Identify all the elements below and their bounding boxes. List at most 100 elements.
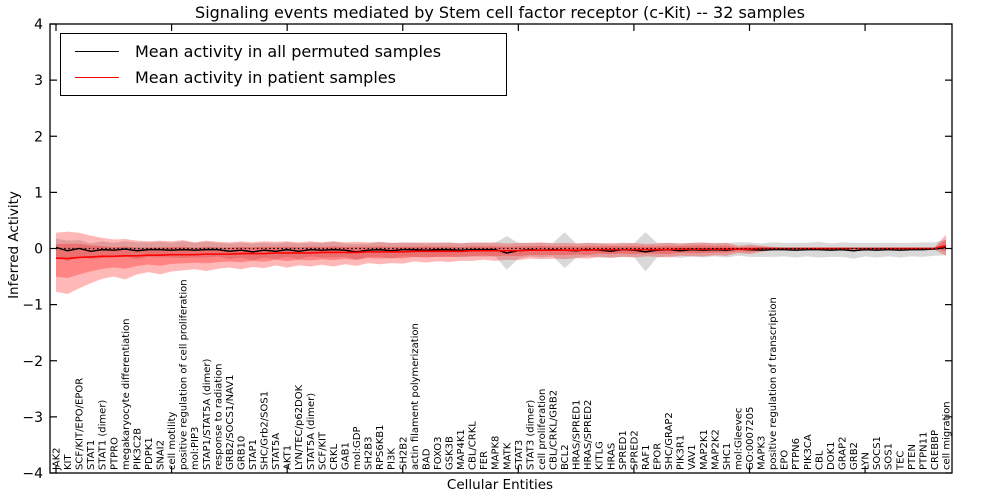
x-category-label: EPO	[780, 450, 791, 470]
x-category-label: SHC/GRAP2	[664, 412, 675, 470]
x-category-label: GO:0007205	[745, 407, 756, 470]
x-category-label: GRAP2	[837, 436, 848, 470]
x-category-label: STAT3 (dimer)	[525, 400, 536, 470]
x-category-label: positive regulation of cell proliferatio…	[179, 279, 190, 470]
x-category-label: FER	[479, 451, 490, 470]
x-category-label: GAB1	[340, 442, 351, 470]
y-tick-label: −2	[22, 354, 43, 370]
x-category-label: VAV1	[687, 444, 698, 470]
x-category-label: cell motility	[167, 412, 178, 470]
patient-line-swatch	[75, 77, 119, 79]
x-category-label: SHC/Grb2/SOS1	[260, 391, 271, 470]
x-category-label: LYN	[861, 452, 872, 470]
x-category-label: mol:PIP3	[190, 427, 201, 470]
legend-label: Mean activity in patient samples	[135, 68, 396, 88]
y-tick-label: 2	[34, 129, 43, 145]
x-category-label: CBL/CRKL	[468, 421, 479, 470]
x-category-label: GRB2/SOCS1/NAV1	[225, 375, 236, 470]
x-category-label: JAK2	[52, 447, 63, 471]
x-category-label: megakaryocyte differentiation	[121, 319, 132, 470]
x-category-label: MATK	[502, 442, 513, 470]
permuted-line-swatch	[75, 50, 119, 52]
x-category-label: SH2B3	[364, 437, 375, 470]
x-category-label: AKT1	[283, 445, 294, 470]
x-category-label: positive regulation of transcription	[768, 297, 779, 470]
x-category-label: PTPN6	[791, 438, 802, 470]
y-tick-label: −3	[22, 410, 43, 426]
x-category-label: DOK1	[826, 442, 837, 471]
y-tick-label: −4	[22, 466, 43, 482]
patient-mean-line	[55, 244, 947, 260]
x-category-label: PDPK1	[144, 437, 155, 470]
x-axis-label: Cellular Entities	[446, 477, 554, 493]
y-tick-label: 3	[34, 73, 43, 89]
x-category-label: SOCS1	[872, 436, 883, 470]
x-category-label: MAP2K2	[710, 429, 721, 470]
x-category-label: PIK3CA	[803, 434, 814, 470]
x-category-label: PTEN	[907, 444, 918, 470]
legend-item-patient: Mean activity in patient samples	[75, 68, 506, 87]
x-category-label: CRKL	[329, 444, 340, 470]
y-tick-label: 4	[34, 17, 43, 33]
y-axis-label: Inferred Activity	[6, 191, 22, 299]
x-category-label: STAP1	[248, 439, 259, 470]
x-category-label: PTPN11	[918, 432, 929, 470]
x-category-label: STAT5A (dimer)	[306, 393, 317, 470]
x-category-label: response to radiation	[213, 364, 224, 470]
x-category-label: GRB2	[849, 442, 860, 470]
x-category-label: PTPRO	[109, 437, 120, 470]
x-category-label: STAT3	[514, 440, 525, 470]
patient-outer-band-area	[56, 231, 946, 294]
x-category-label: BCL2	[560, 444, 571, 470]
y-tick-label: 1	[34, 185, 43, 201]
x-category-label: RPS6KB1	[375, 425, 386, 470]
x-category-label: MAP4K1	[456, 429, 467, 470]
x-category-label: GSK3B	[444, 436, 455, 470]
x-category-label: RAF1	[641, 445, 652, 471]
legend: Mean activity in all permuted samples Me…	[60, 33, 507, 96]
x-category-label: SH2B2	[398, 437, 409, 470]
x-category-label: KIT	[63, 453, 74, 470]
x-category-label: SCF/KIT	[317, 431, 328, 470]
x-category-label: CBL/CRKL/GRB2	[549, 390, 560, 470]
x-category-label: SHC1	[722, 443, 733, 470]
y-tick-label: 0	[34, 242, 43, 258]
x-category-label: SPRED2	[629, 430, 640, 470]
legend-label: Mean activity in all permuted samples	[135, 41, 442, 61]
x-category-label: LYN/TEC/p62DOK	[294, 384, 305, 470]
x-category-label: EPOR	[653, 443, 664, 470]
x-category-label: FOXO3	[433, 437, 444, 470]
x-category-label: actin filament polymerization	[410, 323, 421, 470]
x-category-label: mol:Gleevec	[733, 408, 744, 470]
x-category-label: SOS1	[884, 443, 895, 470]
chart-title: Signaling events mediated by Stem cell f…	[195, 3, 805, 22]
y-tick-label: −1	[22, 298, 43, 314]
x-category-label: BAD	[421, 448, 432, 470]
x-category-label: HRAS	[606, 443, 617, 470]
x-category-label: STAT5A	[271, 433, 282, 470]
x-category-label: SNAI2	[156, 440, 167, 470]
x-category-label: MAP2K1	[699, 429, 710, 470]
x-category-label: cell migration	[942, 401, 953, 470]
x-category-label: MAPK3	[757, 436, 768, 470]
x-category-label: PI3K	[387, 448, 398, 470]
x-category-label: TEC	[895, 451, 906, 471]
x-category-label: SPRED1	[618, 430, 629, 470]
x-category-label: SCF/KIT/EPO/EPOR	[75, 378, 86, 470]
x-category-label: GRB10	[236, 436, 247, 470]
x-category-label: STAT1	[86, 440, 97, 470]
x-category-label: PIK3R1	[676, 435, 687, 470]
x-category-label: KITLG	[595, 441, 606, 470]
x-category-label: MAPK8	[491, 436, 502, 470]
x-category-label: STAT1 (dimer)	[98, 400, 109, 470]
x-category-label: CBL	[814, 450, 825, 470]
x-category-label: mol:GDP	[352, 427, 363, 471]
x-category-label: CREBBP	[930, 430, 941, 470]
x-category-label: cell proliferation	[537, 389, 548, 470]
legend-item-permuted: Mean activity in all permuted samples	[75, 42, 506, 61]
x-category-label: PIK3C2B	[132, 428, 143, 470]
x-category-label: HRAS/SPRED2	[583, 400, 594, 470]
x-category-label: STAP1/STAT5A (dimer)	[202, 358, 213, 470]
